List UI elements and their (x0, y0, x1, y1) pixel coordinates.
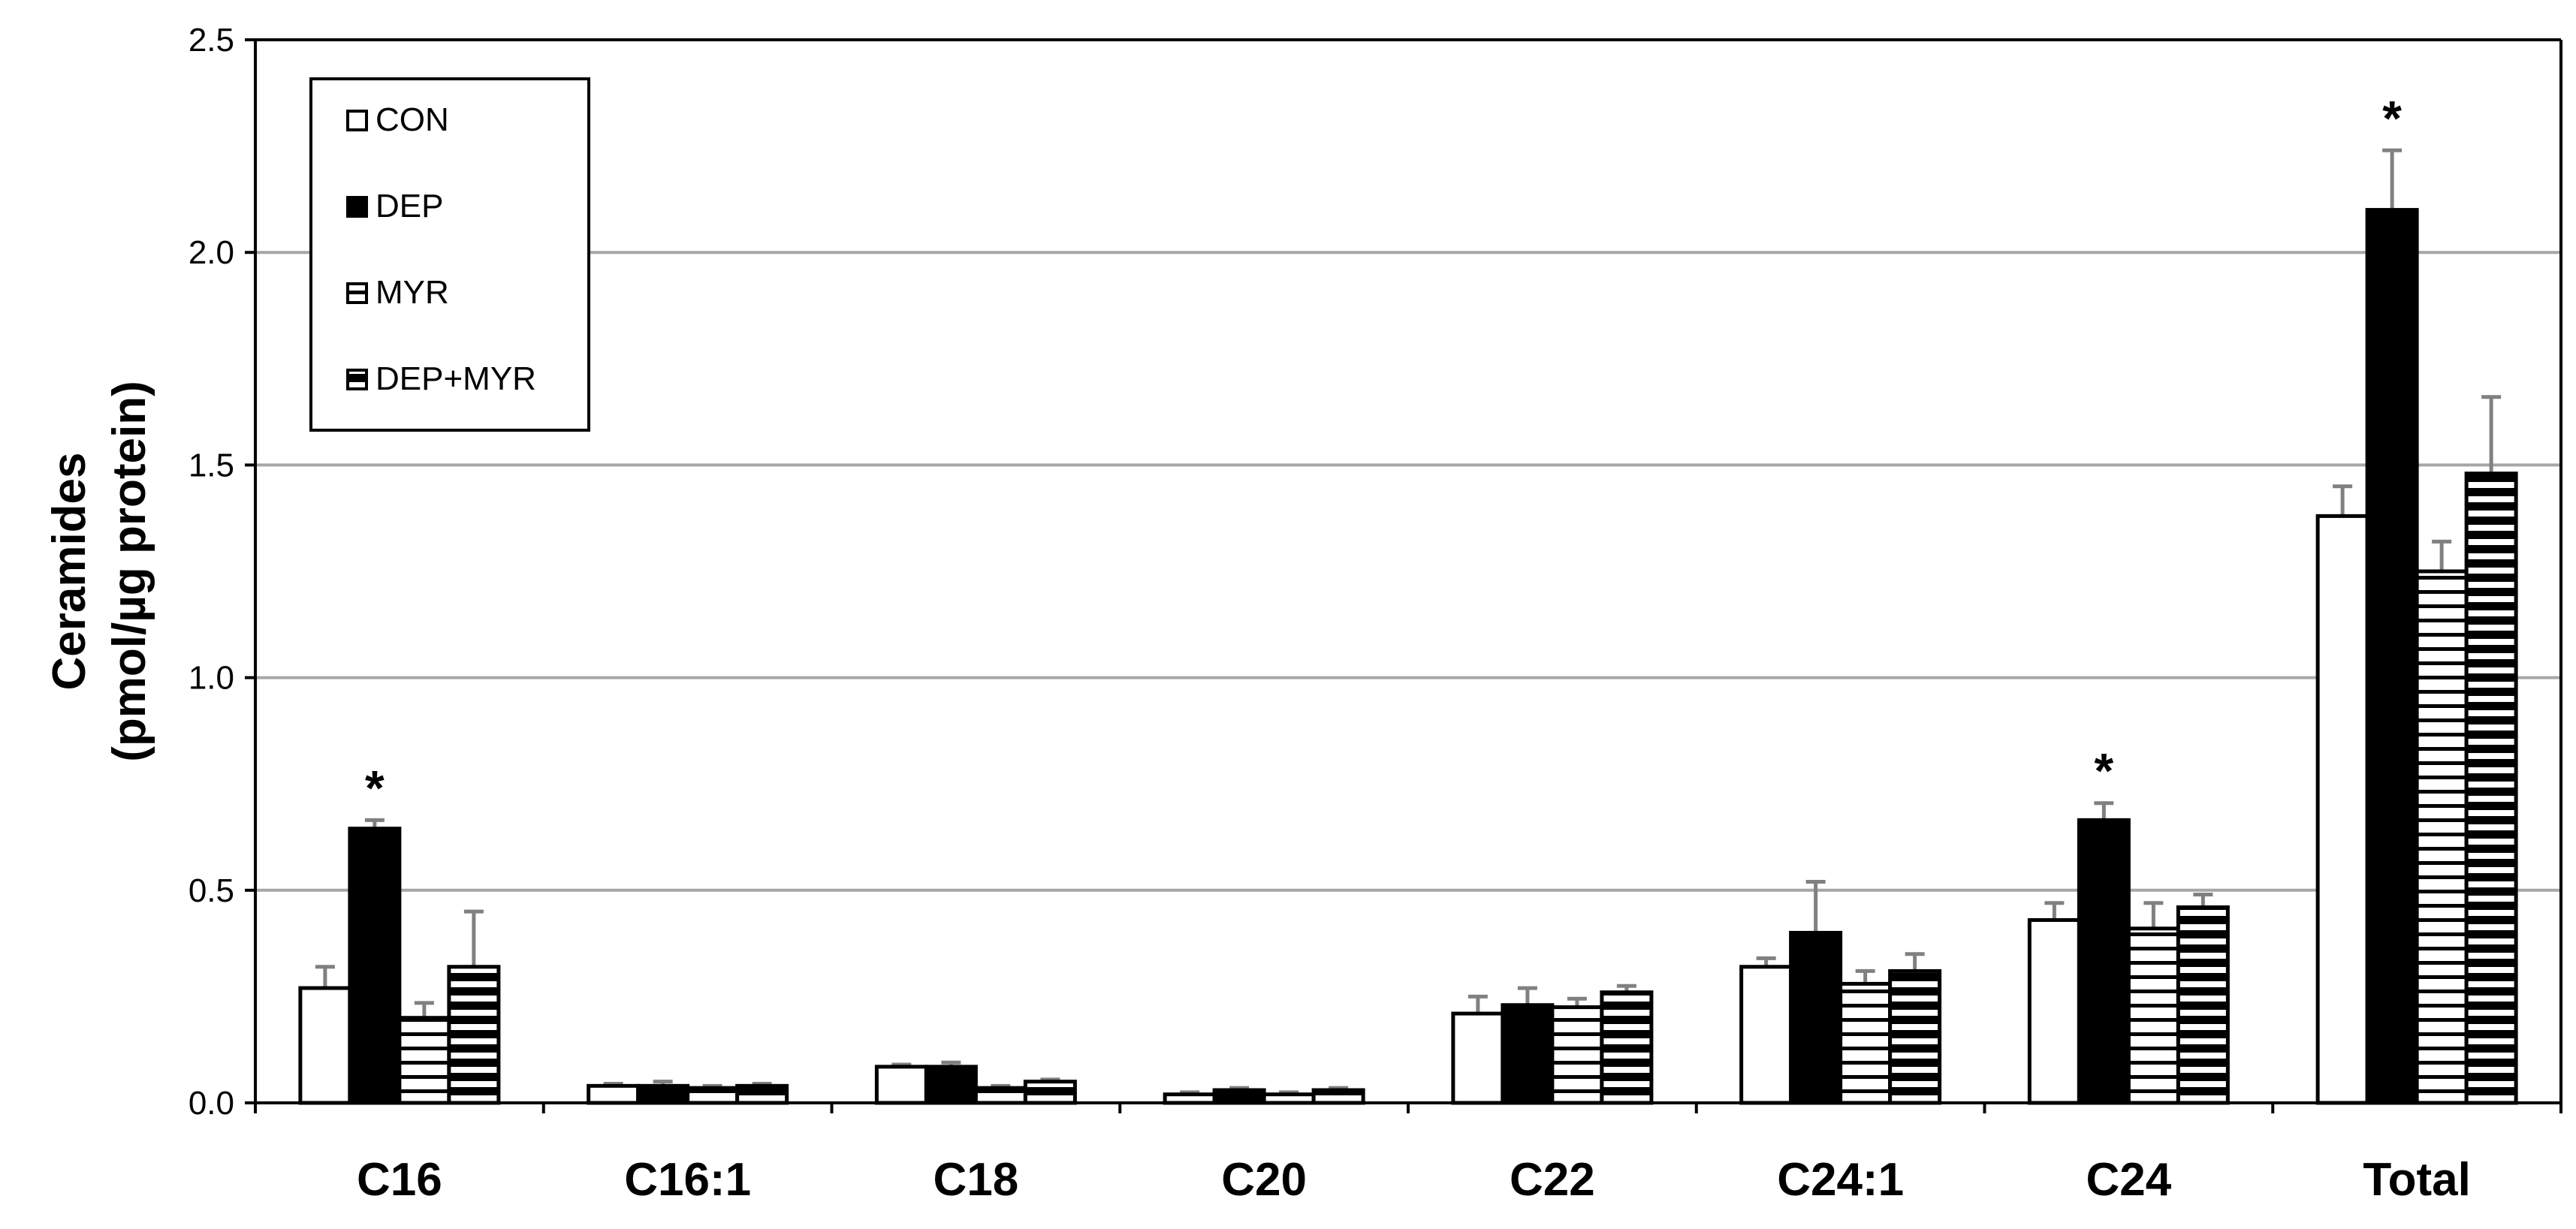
y-axis-title: Ceramides (pmol/µg protein) (44, 381, 155, 762)
bar-dep-myr-c18 (1023, 1080, 1077, 1105)
x-tick-label-c18: C18 (934, 1154, 1019, 1206)
significance-marker-c24: * (2095, 743, 2114, 799)
bar-dep-myr-total (2464, 471, 2518, 1105)
legend: CON DEP MYR DEP+MYR (309, 77, 590, 432)
bar-myr-c16 (397, 1016, 451, 1105)
x-tick-label-c20: C20 (1221, 1154, 1307, 1206)
bar-con-c24 (2027, 917, 2081, 1105)
bar-dep-myr-c16-1 (735, 1083, 789, 1105)
y-axis-title-line: Ceramides (44, 452, 95, 690)
significance-marker-c16: * (365, 760, 385, 815)
x-tick-label-c22: C22 (1510, 1154, 1595, 1206)
bar-myr-c16-1 (686, 1086, 740, 1105)
legend-label-con: CON (376, 101, 449, 138)
bar-dep-c18 (924, 1065, 978, 1105)
bar-dep-c16 (348, 827, 402, 1105)
bar-dep-c24 (2077, 818, 2131, 1105)
bars (298, 148, 2518, 1105)
bar-con-c18 (874, 1065, 928, 1105)
legend-swatch-dep-myr (346, 369, 368, 390)
bar-dep-c20 (1212, 1088, 1266, 1105)
x-tick-label-c16-1: C16:1 (624, 1154, 751, 1206)
bar-con-c16-1 (587, 1083, 641, 1105)
bar-dep-c22 (1501, 1003, 1555, 1105)
bar-con-c22 (1451, 1011, 1505, 1105)
x-tick-label-c24-1: C24:1 (1777, 1154, 1904, 1206)
x-tick-label-c16: C16 (357, 1154, 442, 1206)
bar-myr-c18 (973, 1086, 1027, 1105)
bar-con-total (2315, 514, 2369, 1105)
bar-myr-c22 (1550, 1005, 1604, 1105)
x-tick-label-c24: C24 (2086, 1154, 2172, 1206)
bar-con-c16 (298, 986, 352, 1105)
y-tick-label: 2.5 (189, 22, 234, 59)
bar-dep-myr-c16 (447, 965, 501, 1105)
legend-label-dep: DEP (376, 188, 443, 224)
bar-myr-c24 (2126, 926, 2180, 1105)
legend-swatch-con (346, 110, 368, 131)
bar-dep-myr-c20 (1311, 1088, 1365, 1105)
y-tick-label: 1.5 (189, 447, 234, 483)
gridlines (255, 38, 2561, 892)
bar-dep-c16-1 (636, 1083, 690, 1105)
y-tick-label: 1.0 (189, 660, 234, 697)
bar-myr-total (2415, 569, 2469, 1105)
labels: 0.0 0.5 1.0 1.5 2.0 2.5 C16 C16:1 C18 C20 C22 C24:1… (44, 22, 2471, 1206)
significance-marker-total: * (2382, 90, 2402, 146)
y-tick-label: 2.0 (189, 234, 234, 271)
bar-dep-total (2365, 208, 2419, 1105)
x-tick-label-total: Total (2363, 1154, 2471, 1206)
bar-dep-c24-1 (1789, 930, 1843, 1105)
y-tick-label: 0.5 (189, 872, 234, 909)
axes (245, 38, 2562, 1113)
bar-con-c24-1 (1739, 965, 1793, 1105)
legend-label-dep-myr: DEP+MYR (376, 360, 536, 397)
bar-dep-myr-c22 (1600, 990, 1654, 1105)
bar-dep-myr-c24-1 (1888, 968, 1942, 1105)
y-tick-label: 0.0 (189, 1085, 234, 1122)
legend-label-myr: MYR (376, 274, 449, 311)
bar-myr-c24-1 (1838, 981, 1893, 1105)
y-axis-title-line: (pmol/µg protein) (104, 381, 155, 762)
bar-dep-myr-c24 (2176, 905, 2230, 1105)
legend-swatch-myr (346, 282, 368, 304)
legend-swatch-dep (346, 196, 368, 218)
